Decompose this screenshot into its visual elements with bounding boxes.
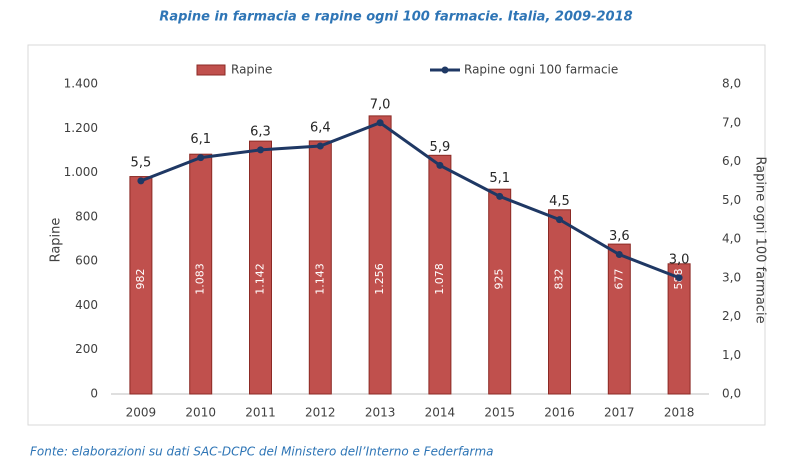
bar-value-label: 1.078 (433, 263, 446, 295)
x-tick-label: 2012 (305, 406, 336, 420)
x-tick-label: 2018 (664, 406, 695, 420)
bar (428, 154, 452, 395)
y2ticks-tick-label: 2,0 (722, 309, 741, 323)
x-tick-label: 2015 (484, 406, 515, 420)
yticks-tick-label: 1.000 (64, 165, 98, 179)
y2-axis-label: Rapine ogni 100 farmacie (753, 156, 768, 323)
bar-value-label: 832 (553, 269, 566, 290)
bar-value-label: 982 (134, 269, 147, 290)
x-tick-label: 2016 (544, 406, 575, 420)
line-marker (137, 177, 145, 185)
x-tick-label: 2009 (126, 406, 157, 420)
x-tick-label: 2013 (365, 406, 396, 420)
line-value-label: 4,5 (549, 194, 570, 209)
line-value-label: 6,4 (310, 121, 331, 136)
legend-label: Rapine (231, 63, 272, 77)
y2ticks-tick-label: 7,0 (722, 115, 741, 129)
yticks-tick-label: 400 (75, 298, 98, 312)
yticks-tick-label: 800 (75, 209, 98, 223)
y2ticks-tick-label: 6,0 (722, 154, 741, 168)
bar (667, 263, 691, 395)
y2ticks-tick-label: 5,0 (722, 193, 741, 207)
line-marker (257, 146, 264, 154)
source-note: Fonte: elaborazioni su dati SAC-DCPC del… (30, 445, 494, 459)
legend-swatch (196, 64, 226, 76)
y2ticks-tick-label: 8,0 (722, 77, 741, 91)
line-value-label: 6,1 (190, 132, 211, 147)
bar (488, 188, 512, 395)
y-axis-label: Rapine (49, 218, 64, 263)
line-marker (436, 161, 444, 169)
line-value-label: 3,6 (609, 229, 630, 244)
yticks-tick-label: 0 (90, 387, 98, 401)
x-tick-label: 2014 (425, 406, 456, 420)
line-series (140, 121, 680, 280)
bar (129, 176, 153, 395)
yticks-tick-label: 600 (75, 254, 98, 268)
line-marker (316, 142, 324, 150)
line-marker (376, 119, 384, 127)
line-value-label: 3,0 (669, 252, 690, 267)
yticks-tick-label: 1.200 (64, 121, 98, 135)
line-value-label: 5,1 (489, 171, 510, 186)
y2ticks-tick-label: 3,0 (722, 270, 741, 284)
y2ticks-tick-label: 0,0 (722, 387, 741, 401)
line-value-label: 6,3 (250, 124, 271, 139)
chart-title: Rapine in farmacia e rapine ogni 100 far… (159, 10, 632, 25)
line-marker (556, 216, 563, 224)
legend-swatch-marker (441, 66, 449, 74)
bar (308, 140, 332, 395)
line-value-label: 5,9 (430, 140, 451, 155)
bar (607, 243, 631, 395)
line-marker (496, 192, 504, 200)
y2ticks-tick-label: 4,0 (722, 232, 741, 246)
bar-value-label: 1.256 (373, 263, 386, 295)
line-value-label: 5,5 (131, 155, 152, 170)
bar (548, 209, 571, 395)
bar (249, 140, 272, 395)
bar-value-label: 1.143 (313, 263, 326, 295)
yticks-tick-label: 200 (75, 342, 98, 356)
bar-value-label: 677 (612, 269, 625, 290)
bar (368, 115, 392, 395)
line-marker (675, 274, 683, 282)
yticks-tick-label: 1.400 (64, 77, 98, 91)
x-tick-label: 2010 (185, 406, 216, 420)
line-marker (197, 154, 205, 162)
line-value-label: 7,0 (370, 97, 391, 112)
line-marker (615, 251, 623, 258)
x-tick-label: 2011 (245, 406, 276, 420)
y2ticks-tick-label: 1,0 (722, 348, 741, 362)
bar-value-label: 1.083 (194, 263, 207, 295)
x-tick-label: 2017 (604, 406, 635, 420)
legend-label: Rapine ogni 100 farmacie (464, 63, 618, 77)
bar-value-label: 1.142 (254, 263, 267, 295)
bar-value-label: 925 (493, 269, 506, 290)
